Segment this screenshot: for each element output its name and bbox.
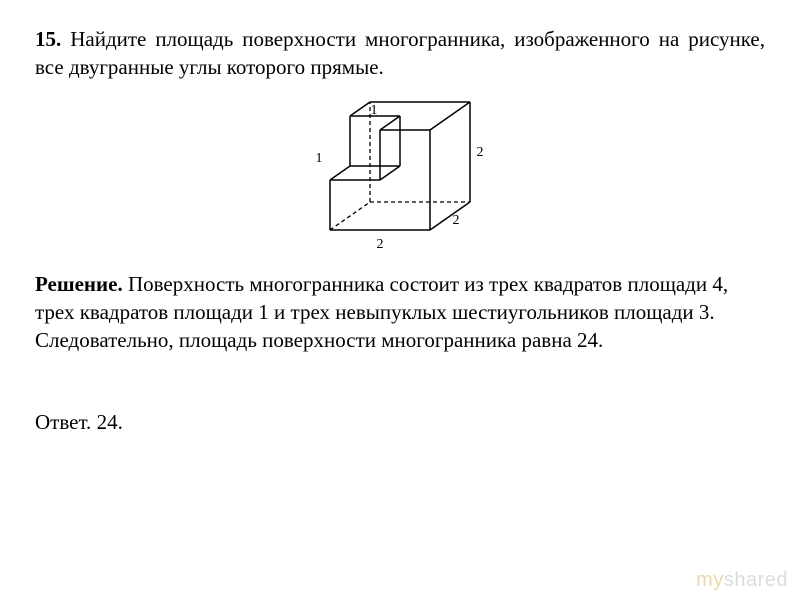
label-right-bottom: 2 — [453, 213, 460, 228]
problem-number: 15. — [35, 27, 61, 51]
problem-statement: 15. Найдите площадь поверхности многогра… — [35, 25, 765, 82]
label-right-height: 2 — [477, 145, 484, 160]
label-notch-top: 1 — [371, 103, 378, 118]
answer-block: Ответ. 24. — [35, 410, 765, 435]
answer-value: 24. — [97, 410, 123, 434]
label-front-bottom: 2 — [377, 237, 384, 252]
watermark: myshared — [696, 569, 788, 592]
watermark-suffix: shared — [724, 569, 788, 591]
figure-container: 2 2 2 1 1 — [35, 90, 765, 255]
problem-text: Найдите площадь поверхности многогранник… — [35, 27, 765, 79]
label-notch-left: 1 — [316, 151, 323, 166]
solution-text: Поверхность многогранника состоит из тре… — [35, 272, 728, 353]
solution-block: Решение. Поверхность многогранника состо… — [35, 270, 765, 355]
answer-label: Ответ. — [35, 410, 91, 434]
polyhedron-figure: 2 2 2 1 1 — [290, 90, 510, 255]
solution-label: Решение. — [35, 272, 123, 296]
watermark-prefix: my — [696, 569, 724, 591]
